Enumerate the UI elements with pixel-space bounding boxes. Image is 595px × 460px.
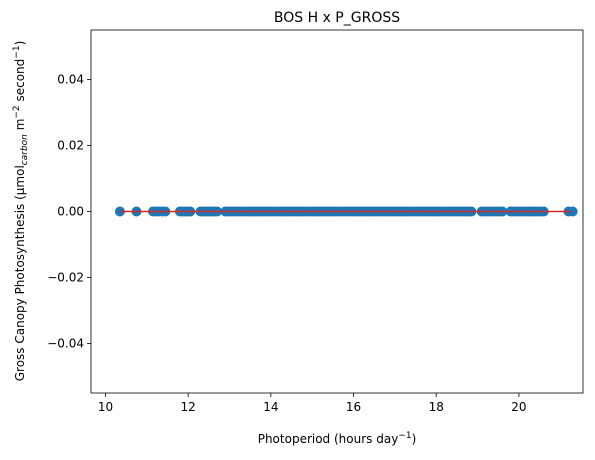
data-point	[567, 206, 578, 217]
x-tick-label: 18	[429, 400, 444, 414]
y-axis-ticks: −0.04 −0.02 0.00 0.02 0.04	[47, 73, 91, 351]
y-tick-label: 0.00	[57, 205, 84, 219]
x-tick-label: 12	[181, 400, 196, 414]
y-tick-label: −0.04	[47, 337, 84, 351]
x-axis-label: Photoperiod (hours day−1)	[258, 431, 417, 446]
chart-title: BOS H x P_GROSS	[274, 10, 400, 26]
y-tick-label: −0.02	[47, 271, 84, 285]
y-axis-label: Gross Canopy Photosynthesis (μmolcarbon …	[12, 41, 30, 382]
x-tick-label: 20	[511, 400, 526, 414]
x-tick-label: 16	[346, 400, 361, 414]
y-tick-label: 0.02	[57, 139, 84, 153]
x-tick-label: 14	[263, 400, 278, 414]
y-tick-label: 0.04	[57, 73, 84, 87]
x-axis-ticks: 10 12 14 16 18 20	[98, 393, 527, 414]
x-tick-label: 10	[98, 400, 113, 414]
